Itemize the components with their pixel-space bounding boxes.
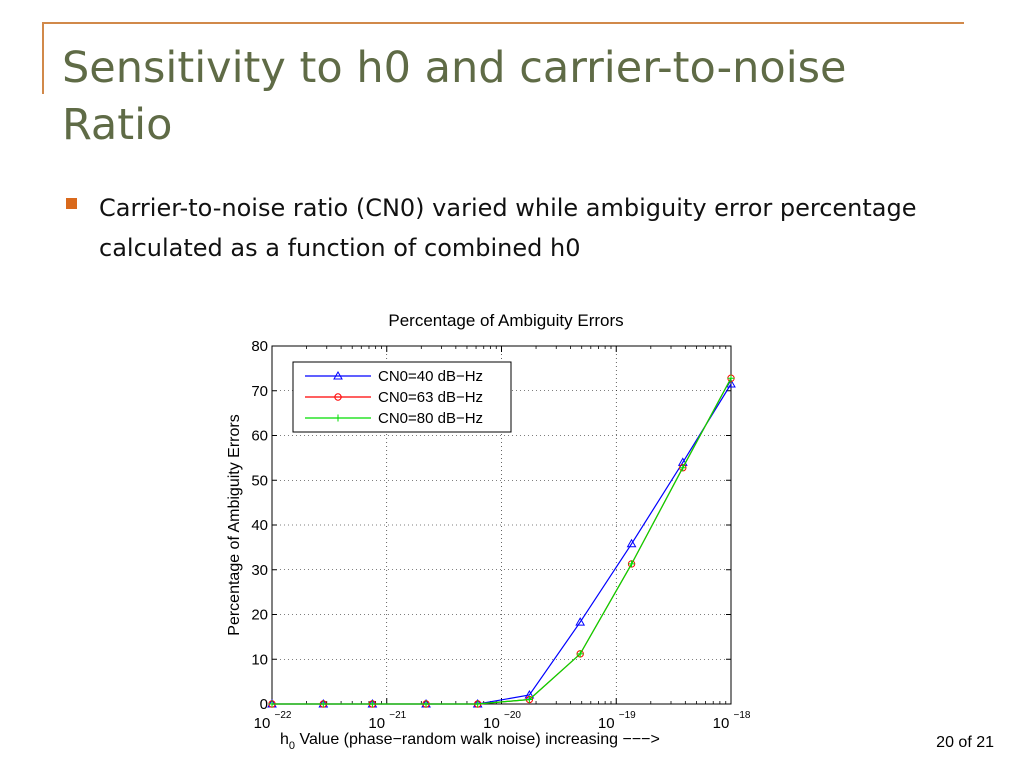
triangle-marker: [575, 617, 586, 626]
plus-marker: [727, 374, 735, 382]
plus-marker: [525, 696, 533, 704]
x-axis-label: h0 Value (phase−random walk noise) incre…: [280, 731, 660, 752]
plus-marker: [628, 560, 636, 568]
x-tick-exponent: −20: [504, 710, 521, 721]
bullet-text: Carrier-to-noise ratio (CN0) varied whil…: [99, 194, 917, 262]
x-tick-label: 10: [598, 715, 615, 732]
chart-legend: CN0=40 dB−Hz CN0=63 dB−Hz CN0=80 dB−Hz: [292, 361, 512, 433]
bullet-square-icon: [66, 198, 77, 209]
x-tick-exponent: −18: [734, 710, 751, 721]
chart-title: Percentage of Ambiguity Errors: [388, 311, 623, 330]
series-group: [268, 374, 735, 708]
x-axis-label-h: h: [280, 731, 289, 748]
x-axis-label-subscript: 0: [289, 740, 295, 752]
legend-entry-label: CN0=80 dB−Hz: [378, 410, 483, 427]
x-tick-exponent: −21: [389, 710, 406, 721]
circle-marker: [334, 393, 342, 401]
series-line: [272, 377, 732, 705]
y-tick-label: 60: [251, 428, 268, 445]
legend-entry-label: CN0=63 dB−Hz: [378, 389, 483, 406]
plus-marker: [319, 700, 327, 708]
plus-marker: [576, 650, 584, 658]
y-tick-label: 70: [251, 383, 268, 400]
plus-marker: [474, 700, 482, 708]
legend-entry-label: CN0=40 dB−Hz: [378, 368, 483, 385]
plus-marker: [268, 700, 276, 708]
x-tick-label: 10: [254, 715, 271, 732]
bullet-item: Carrier-to-noise ratio (CN0) varied whil…: [66, 188, 966, 268]
y-tick-label: 20: [251, 607, 268, 624]
triangle-marker: [333, 370, 343, 380]
x-tick-label: 10: [483, 715, 500, 732]
y-tick-label: 40: [251, 517, 268, 534]
y-tick-label: 50: [251, 472, 268, 489]
plus-marker: [679, 464, 687, 472]
triangle-marker: [726, 379, 736, 388]
y-axis-label: Percentage of Ambiguity Errors: [226, 414, 243, 635]
x-tick-exponent: −22: [275, 710, 292, 721]
x-axis-label-rest: Value (phase−random walk noise) increasi…: [295, 731, 660, 748]
slide-title: Sensitivity to h0 and carrier-to-noise R…: [62, 43, 847, 150]
x-tick-label: 10: [713, 715, 730, 732]
page-number: 20 of 21: [936, 734, 994, 751]
y-tick-label: 80: [251, 338, 268, 355]
y-tick-label: 30: [251, 562, 268, 579]
plus-marker: [422, 700, 430, 708]
x-tick-label: 10: [368, 715, 385, 732]
title-accent-rule: [42, 22, 964, 24]
y-tick-label: 10: [251, 651, 268, 668]
plus-marker: [334, 414, 342, 422]
triangle-marker: [626, 538, 637, 548]
title-accent-side-rule: [42, 22, 44, 94]
y-tick-label: 0: [260, 696, 268, 713]
plus-marker: [368, 700, 376, 708]
x-tick-exponent: −19: [619, 710, 636, 721]
chart-series: [267, 374, 736, 708]
